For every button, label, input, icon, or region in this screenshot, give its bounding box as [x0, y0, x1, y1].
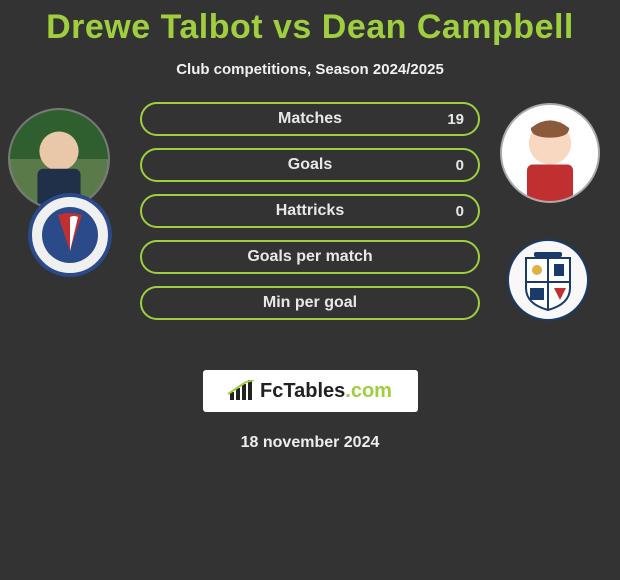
stat-right-value: 0	[456, 203, 464, 220]
player-left-club-crest	[28, 193, 112, 277]
stat-label: Matches	[142, 110, 478, 128]
stat-label: Hattricks	[142, 202, 478, 220]
stat-row: Goals 0	[140, 148, 480, 182]
stat-row: Min per goal	[140, 286, 480, 320]
comparison-panel: Matches 19 Goals 0 Hattricks 0 Goals per…	[0, 98, 620, 348]
player-right-avatar	[500, 103, 600, 203]
stat-row: Matches 19	[140, 102, 480, 136]
stat-label: Min per goal	[142, 294, 478, 312]
page-title: Drewe Talbot vs Dean Campbell	[0, 0, 620, 47]
stat-label: Goals per match	[142, 248, 478, 266]
stat-label: Goals	[142, 156, 478, 174]
chart-icon	[228, 380, 254, 402]
stat-right-value: 19	[447, 111, 464, 128]
branding-badge[interactable]: FcTables.com	[203, 370, 418, 412]
stat-right-value: 0	[456, 157, 464, 174]
stat-row: Hattricks 0	[140, 194, 480, 228]
player-right-club-crest	[506, 238, 590, 322]
stat-row: Goals per match	[140, 240, 480, 274]
brand-name: FcTables.com	[260, 380, 392, 403]
stats-list: Matches 19 Goals 0 Hattricks 0 Goals per…	[140, 102, 480, 320]
subtitle: Club competitions, Season 2024/2025	[0, 61, 620, 78]
generated-date: 18 november 2024	[0, 434, 620, 452]
